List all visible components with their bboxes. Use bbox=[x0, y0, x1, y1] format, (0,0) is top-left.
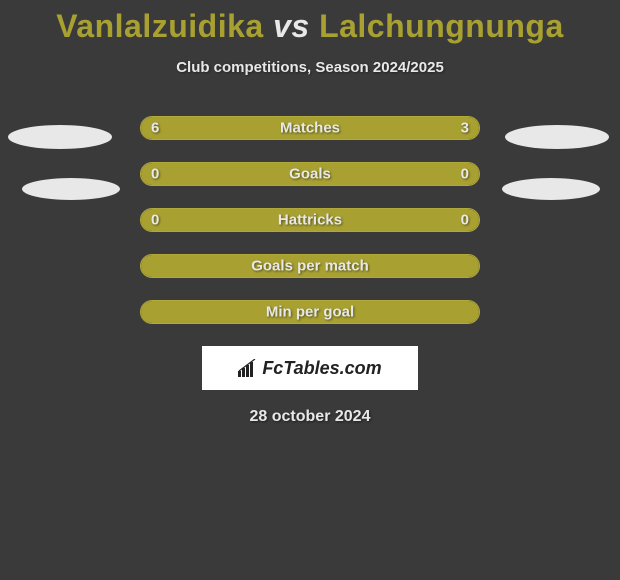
stat-track: Min per goal bbox=[140, 300, 480, 324]
stat-label: Min per goal bbox=[266, 304, 354, 321]
bars-icon bbox=[238, 359, 260, 377]
vs-label: vs bbox=[273, 8, 310, 44]
stat-label: Matches bbox=[280, 120, 340, 137]
snapshot-date: 28 october 2024 bbox=[0, 408, 620, 426]
player2-name: Lalchungnunga bbox=[319, 8, 564, 44]
stat-row: Goals per match bbox=[0, 254, 620, 282]
stat-row: 0 0 Goals bbox=[0, 162, 620, 190]
logo-text: FcTables.com bbox=[262, 358, 381, 379]
player1-name: Vanlalzuidika bbox=[56, 8, 263, 44]
stat-row: 6 3 Matches bbox=[0, 116, 620, 144]
stats-container: 6 3 Matches 0 0 Goals 0 0 Hattricks Goals per mat… bbox=[0, 116, 620, 328]
stat-row: Min per goal bbox=[0, 300, 620, 328]
stat-row: 0 0 Hattricks bbox=[0, 208, 620, 236]
stat-label: Goals bbox=[289, 166, 331, 183]
logo-content: FcTables.com bbox=[238, 358, 381, 379]
stat-value-left: 0 bbox=[151, 212, 159, 229]
stat-value-right: 0 bbox=[461, 166, 469, 183]
season-subtitle: Club competitions, Season 2024/2025 bbox=[0, 59, 620, 76]
fctables-logo: FcTables.com bbox=[202, 346, 418, 390]
stat-track: 0 0 Hattricks bbox=[140, 208, 480, 232]
stat-value-left: 0 bbox=[151, 166, 159, 183]
comparison-title: Vanlalzuidika vs Lalchungnunga bbox=[0, 0, 620, 45]
stat-label: Hattricks bbox=[278, 212, 342, 229]
stat-value-left: 6 bbox=[151, 120, 159, 137]
stat-value-right: 3 bbox=[461, 120, 469, 137]
stat-track: Goals per match bbox=[140, 254, 480, 278]
stat-label: Goals per match bbox=[251, 258, 369, 275]
stat-track: 0 0 Goals bbox=[140, 162, 480, 186]
stat-track: 6 3 Matches bbox=[140, 116, 480, 140]
stat-value-right: 0 bbox=[461, 212, 469, 229]
